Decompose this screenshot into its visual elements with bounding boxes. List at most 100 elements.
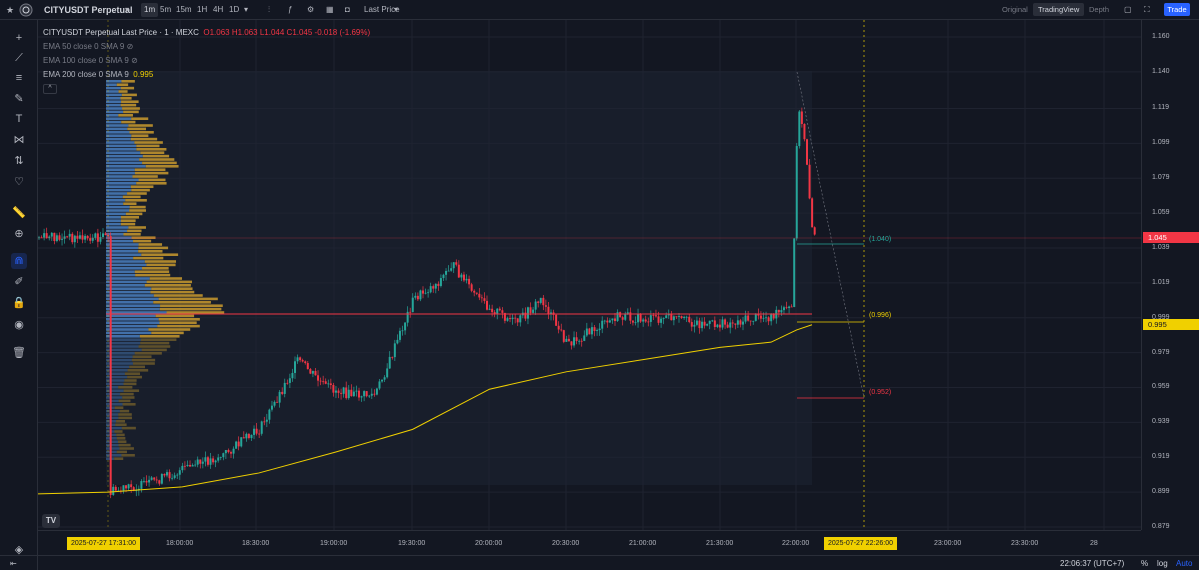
price-tick: 1.079	[1152, 174, 1170, 182]
candle-body	[86, 235, 89, 239]
volume-profile-bar-down	[118, 90, 128, 93]
volume-profile-bar-down	[114, 430, 123, 433]
volume-profile-bar-down	[145, 165, 179, 168]
view-original[interactable]: Original	[1002, 5, 1028, 14]
volume-profile-bar-up	[106, 375, 128, 379]
lock-drawing-icon[interactable]: ✐	[14, 276, 24, 288]
volume-profile-bar-down	[138, 178, 166, 182]
volume-profile-bar-up	[106, 273, 136, 277]
bottom-bar: ⇤ 22:06:37 (UTC+7) % log Auto	[0, 555, 1199, 570]
trend-line-icon[interactable]: ⟋	[15, 52, 23, 64]
candle-body	[480, 297, 483, 299]
layout-icon[interactable]: ▦	[326, 5, 334, 14]
volume-profile-bar-up	[106, 131, 130, 134]
collapse-legend-icon[interactable]: ^	[43, 84, 57, 94]
trade-button[interactable]: Trade	[1164, 3, 1190, 16]
candle-body	[125, 485, 128, 489]
timeframe-4h[interactable]: 4H	[213, 5, 224, 14]
candle-body	[206, 457, 209, 465]
timeframe-5m[interactable]: 5m	[160, 5, 172, 14]
eye-off-icon[interactable]: ⊘	[131, 56, 138, 65]
price-source-dropdown-icon[interactable]: ▾	[394, 5, 399, 14]
crosshair-icon[interactable]: +	[15, 32, 23, 44]
price-tick: 0.899	[1152, 488, 1170, 496]
fib-lower-label: (0.952)	[869, 389, 892, 396]
timeframe-1d[interactable]: 1D	[229, 5, 240, 14]
text-icon[interactable]: T	[15, 113, 23, 125]
brush-icon[interactable]: ✎	[14, 93, 24, 105]
pattern-icon[interactable]: ⋈	[13, 134, 25, 146]
indicators-icon[interactable]: ƒ	[288, 5, 293, 14]
volume-profile-bar-down	[142, 267, 169, 270]
magnet-icon[interactable]: ⋒	[11, 253, 27, 269]
symbol-name[interactable]: CITYUSDT Perpetual	[44, 5, 133, 15]
candle-body	[447, 270, 450, 272]
price-axis[interactable]: 1.160 1.140 1.119 1.099 1.079 1.059 1.039 1.019…	[1141, 20, 1199, 530]
candle-body	[404, 322, 407, 331]
star-icon[interactable]: ★	[6, 5, 15, 15]
percent-toggle[interactable]: %	[1141, 559, 1149, 568]
time-axis[interactable]: 18:00:00 18:30:00 19:00:00 19:30:00 20:00:00…	[38, 530, 1141, 555]
candle-body	[76, 235, 79, 239]
timeframe-1m[interactable]: 1m	[141, 3, 159, 17]
candle-body	[360, 396, 363, 398]
goto-date-icon[interactable]: ⇤	[10, 559, 17, 568]
candle-body	[450, 268, 453, 271]
view-tradingview[interactable]: TradingView	[1033, 3, 1085, 16]
ruler-icon[interactable]: 📏	[12, 207, 26, 219]
clock[interactable]: 22:06:37 (UTC+7)	[1060, 559, 1125, 568]
candle-body	[109, 236, 112, 495]
candle-type-icon[interactable]: ⫶	[268, 5, 270, 14]
price-source-select[interactable]: Last Price	[364, 5, 400, 14]
window-icon[interactable]: ▢	[1124, 5, 1132, 14]
timeframe-dropdown-icon[interactable]: ▾	[244, 5, 249, 14]
candle-body	[439, 278, 442, 286]
volume-profile-bar-up	[106, 256, 134, 260]
trash-icon[interactable]: 🗑	[12, 347, 26, 359]
candle-body	[230, 452, 232, 454]
lock-icon[interactable]: 🔒	[12, 297, 26, 309]
settings-icon[interactable]: ⚙	[307, 5, 315, 14]
candle-body	[462, 274, 465, 281]
horizontal-lines-icon[interactable]: ≡	[15, 72, 23, 84]
price-chart[interactable]	[38, 20, 1141, 530]
eye-off-icon[interactable]: ⊘	[126, 42, 134, 51]
fullscreen-icon[interactable]: ⛶	[1144, 5, 1150, 14]
volume-profile-bar-down	[158, 297, 218, 301]
candle-body	[132, 487, 135, 492]
price-tick: 1.099	[1152, 139, 1170, 147]
volume-profile-bar-down	[166, 311, 225, 314]
volume-profile-bar-down	[121, 100, 139, 103]
log-toggle[interactable]: log	[1157, 559, 1168, 568]
symbol-dropdown-icon[interactable]: ▾	[125, 5, 130, 14]
timeframe-15m[interactable]: 15m	[176, 5, 192, 14]
time-tick: 20:00:00	[475, 540, 503, 547]
time-tick: 20:30:00	[552, 540, 580, 547]
eye-icon[interactable]: ◉	[14, 319, 24, 331]
candle-body	[785, 307, 788, 309]
volume-profile-bar-down	[134, 270, 170, 273]
candle-body	[754, 314, 757, 321]
candle-body	[703, 321, 706, 326]
auto-toggle[interactable]: Auto	[1176, 559, 1193, 568]
candle-body	[194, 464, 197, 466]
volume-profile-bar-down	[131, 134, 149, 137]
layers-icon[interactable]: ◈	[14, 544, 24, 556]
candle-body	[63, 236, 66, 239]
prediction-icon[interactable]: ⇅	[14, 155, 24, 167]
volume-profile-bar-down	[146, 263, 176, 267]
volume-profile-bar-down	[120, 219, 136, 222]
volume-profile-bar-down	[138, 345, 171, 348]
timeframe-1h[interactable]: 1H	[197, 5, 208, 14]
volume-profile-bar-down	[123, 202, 137, 205]
volume-profile-bar-up	[106, 168, 135, 171]
view-depth[interactable]: Depth	[1089, 5, 1110, 14]
candle-body	[777, 309, 780, 313]
zoom-icon[interactable]: ⊕	[14, 228, 24, 240]
candle-body	[695, 320, 698, 325]
camera-icon[interactable]: ◘	[345, 5, 350, 14]
candle-body	[706, 323, 709, 326]
heart-icon[interactable]: ♡	[14, 176, 24, 188]
volume-profile-bar-up	[106, 304, 161, 307]
volume-profile-bar-down	[134, 171, 169, 175]
